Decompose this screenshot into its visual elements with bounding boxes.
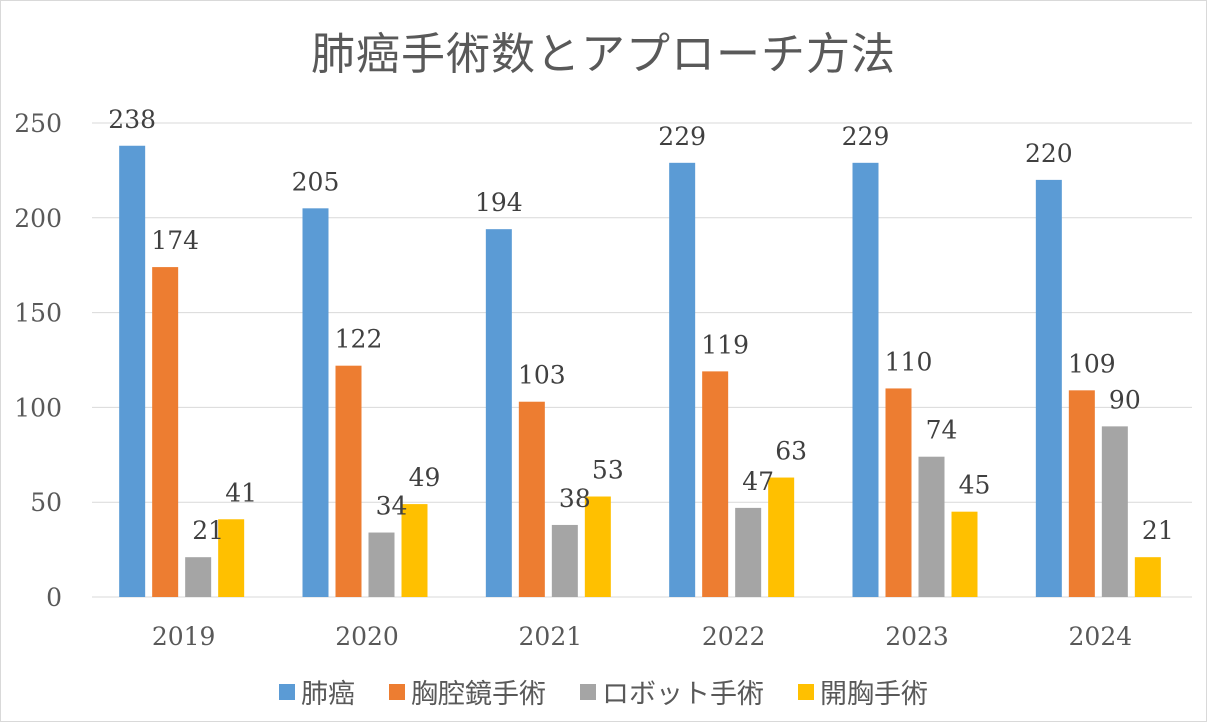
legend-item: 胸腔鏡手術: [389, 672, 546, 711]
bar-2019-series-3: [218, 519, 245, 597]
bar-2024-series-3: [1134, 557, 1161, 597]
data-label: 119: [701, 330, 749, 359]
data-label: 238: [108, 105, 156, 134]
bar-2020-series-1: [335, 365, 362, 597]
x-tick-label: 2023: [885, 622, 949, 651]
data-label: 110: [885, 347, 933, 376]
bar-2023-series-0: [852, 162, 879, 598]
bar-2019-series-2: [185, 557, 212, 597]
x-tick-label: 2022: [702, 622, 766, 651]
legend-item: 肺癌: [279, 672, 355, 711]
legend-swatch: [798, 683, 814, 700]
legend-label: 開胸手術: [820, 679, 928, 710]
bar-2024-series-1: [1068, 390, 1095, 597]
y-axis-ticks: 0 50 100 150 200 250: [14, 109, 62, 612]
bar-2021-series-3: [584, 496, 611, 597]
data-label: 90: [1109, 385, 1141, 414]
chart-title: 肺癌手術数とアプローチ方法: [311, 29, 896, 80]
data-labels: 2381742141205122344919410338532291194763…: [108, 105, 1173, 545]
data-label: 38: [559, 484, 591, 513]
bar-2021-series-0: [485, 229, 512, 597]
y-tick-label: 200: [14, 204, 62, 233]
data-label: 174: [151, 226, 199, 255]
data-label: 220: [1025, 139, 1073, 168]
data-label: 63: [775, 437, 807, 466]
y-tick-label: 0: [46, 583, 62, 612]
bar-2022-series-1: [702, 371, 729, 597]
data-label: 229: [658, 122, 706, 151]
legend-swatch: [580, 683, 596, 700]
legend-label: 胸腔鏡手術: [411, 679, 546, 710]
data-label: 109: [1068, 349, 1116, 378]
x-tick-label: 2019: [152, 622, 216, 651]
legend: 肺癌 胸腔鏡手術 ロボット手術 開胸手術: [0, 672, 1207, 711]
legend-label: 肺癌: [301, 679, 355, 710]
data-label: 194: [475, 188, 523, 217]
y-tick-label: 100: [14, 393, 62, 422]
bar-2020-series-2: [368, 532, 395, 597]
data-label: 21: [192, 516, 224, 545]
data-label: 41: [225, 478, 257, 507]
bar-2022-series-0: [669, 162, 696, 598]
data-label: 47: [742, 467, 774, 496]
bar-2022-series-3: [768, 477, 795, 597]
y-tick-label: 150: [14, 299, 62, 328]
bar-2024-series-2: [1101, 426, 1128, 597]
gridlines: [92, 122, 1192, 598]
y-tick-label: 50: [30, 488, 62, 517]
data-label: 45: [959, 471, 991, 500]
legend-item: ロボット手術: [580, 672, 764, 711]
data-label: 103: [518, 361, 566, 390]
data-label: 74: [926, 416, 958, 445]
bar-2020-series-3: [401, 504, 428, 597]
data-label: 53: [592, 456, 624, 485]
x-axis-ticks: 2019 2020 2021 2022 2023 2024: [152, 622, 1132, 651]
legend-label: ロボット手術: [602, 679, 764, 710]
bar-2021-series-1: [518, 401, 545, 597]
legend-swatch: [389, 683, 405, 700]
data-label: 49: [409, 463, 441, 492]
data-label: 122: [335, 325, 383, 354]
bar-2022-series-2: [735, 507, 762, 597]
y-tick-label: 250: [14, 109, 62, 138]
bar-2019-series-0: [119, 145, 146, 597]
bar-2020-series-0: [302, 208, 329, 597]
data-label: 34: [376, 492, 408, 521]
bar-2019-series-1: [152, 267, 179, 597]
bar-2023-series-2: [918, 456, 945, 597]
data-label: 21: [1142, 516, 1174, 545]
legend-swatch: [279, 683, 295, 700]
data-label: 229: [842, 122, 890, 151]
x-tick-label: 2021: [519, 622, 583, 651]
bar-2021-series-2: [551, 524, 578, 597]
bar-2023-series-1: [885, 388, 912, 597]
data-label: 205: [292, 167, 340, 196]
x-tick-label: 2020: [335, 622, 399, 651]
bar-2024-series-0: [1035, 179, 1062, 597]
x-tick-label: 2024: [1069, 622, 1133, 651]
bar-2023-series-3: [951, 511, 978, 597]
legend-item: 開胸手術: [798, 672, 928, 711]
bars: [119, 145, 1161, 598]
